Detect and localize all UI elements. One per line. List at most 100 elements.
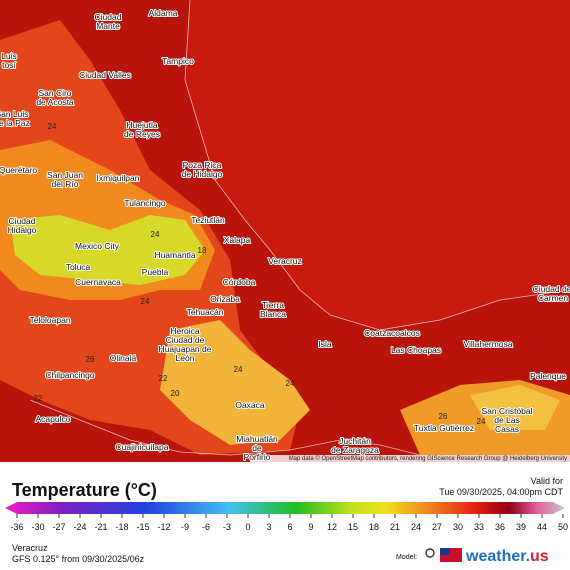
tick-label: -9 bbox=[181, 522, 189, 532]
city-label: Querétaro bbox=[0, 165, 37, 175]
tick-label: -27 bbox=[52, 522, 65, 532]
city-label: Porfirio bbox=[244, 452, 271, 462]
city-label: de Reyes bbox=[124, 129, 160, 139]
city-label: Heroica bbox=[170, 326, 200, 336]
city-label: Tuxtla Gutiérrez bbox=[414, 423, 474, 433]
city-label: Tierra bbox=[262, 300, 284, 310]
model-label: Model: bbox=[396, 554, 417, 561]
tick-label: -36 bbox=[10, 522, 23, 532]
city-label: Casas bbox=[495, 424, 519, 434]
city-label: Isla bbox=[318, 339, 332, 349]
city-label: Huejutla bbox=[126, 120, 157, 130]
city-label: Mante bbox=[96, 21, 120, 31]
contour-label: 22 bbox=[159, 374, 168, 383]
city-label: de Hidalgo bbox=[182, 169, 223, 179]
attribution: Map data © OpenStreetMap contributors, r… bbox=[289, 455, 567, 462]
city-label: Tampico bbox=[162, 56, 194, 66]
coastline bbox=[184, 0, 570, 331]
city-label: Orizaba bbox=[210, 294, 240, 304]
tick-label: 12 bbox=[327, 522, 337, 532]
city-label: Xalapa bbox=[224, 235, 251, 245]
contour-label: 24 bbox=[141, 297, 150, 306]
tick-label: 33 bbox=[474, 522, 484, 532]
city-label: de Zaragoza bbox=[331, 445, 379, 455]
tick-label: 21 bbox=[390, 522, 400, 532]
city-label: Ciudad bbox=[95, 12, 122, 22]
contour-label: 24 bbox=[151, 230, 160, 239]
tick-label: 24 bbox=[411, 522, 421, 532]
tick-label: -12 bbox=[157, 522, 170, 532]
attribution-bg bbox=[250, 455, 570, 462]
city-label: del Río bbox=[52, 179, 79, 189]
city-label: Huamantla bbox=[154, 250, 195, 260]
city-label: Veracruz bbox=[268, 256, 302, 266]
tick-label: -21 bbox=[94, 522, 107, 532]
tick-label: 27 bbox=[432, 522, 442, 532]
city-label: San Ciro bbox=[38, 88, 71, 98]
contour-label: 24 bbox=[477, 417, 486, 426]
city-label: Ciudad bbox=[9, 216, 36, 226]
search-icon bbox=[425, 548, 435, 558]
city-label: Teloloapan bbox=[29, 315, 70, 325]
brand-tld: us bbox=[530, 548, 549, 565]
valid-label: Valid for bbox=[531, 476, 563, 486]
city-label: Blanca bbox=[260, 309, 286, 319]
city-label: San Cristóbal bbox=[481, 406, 532, 416]
valid-time: Tue 09/30/2025, 04:00pm CDT bbox=[439, 487, 563, 497]
contour-label: 24 bbox=[286, 379, 295, 388]
tick-label: 18 bbox=[369, 522, 379, 532]
tick-label: 9 bbox=[308, 522, 313, 532]
tick-label: -24 bbox=[73, 522, 86, 532]
city-label: Tulancingo bbox=[124, 198, 166, 208]
city-label: Acapulco bbox=[36, 414, 71, 424]
tick-label: 36 bbox=[495, 522, 505, 532]
city-label: San Luis bbox=[0, 109, 29, 119]
city-label: San Juan bbox=[47, 170, 83, 180]
city-label: León bbox=[176, 353, 195, 363]
tick-label: 50 bbox=[558, 522, 568, 532]
tick-label: -18 bbox=[115, 522, 128, 532]
city-label: Teziutlán bbox=[191, 215, 225, 225]
contour-label: 22 bbox=[34, 394, 43, 403]
city-label: Oaxaca bbox=[235, 400, 265, 410]
tick-label: 3 bbox=[266, 522, 271, 532]
city-label: Huajuapan de bbox=[159, 344, 212, 354]
legend-panel: Temperature (°C) Valid for Tue 09/30/202… bbox=[5, 476, 568, 565]
contour-label: 26 bbox=[439, 412, 448, 421]
city-label: Cuajinicuilapa bbox=[116, 442, 169, 452]
city-label: Juchitán bbox=[339, 436, 371, 446]
tick-label: 39 bbox=[516, 522, 526, 532]
city-label: Aldama bbox=[149, 8, 178, 18]
city-label: Olinalá bbox=[110, 353, 137, 363]
warm-region bbox=[160, 320, 310, 445]
model-run: GFS 0.125° from 09/30/2025/06z bbox=[12, 554, 145, 564]
city-label: Cuernavaca bbox=[75, 277, 121, 287]
city-label: Ciudad de bbox=[166, 335, 205, 345]
city-label: de bbox=[252, 443, 262, 453]
city-label: Ciudad del bbox=[533, 284, 570, 294]
city-label: tosí bbox=[2, 60, 16, 70]
brand[interactable]: weather.us bbox=[465, 548, 549, 565]
tick-label: -30 bbox=[31, 522, 44, 532]
color-scale bbox=[5, 502, 565, 514]
tick-label: -6 bbox=[202, 522, 210, 532]
city-label: Puebla bbox=[142, 267, 169, 277]
tick-label: 44 bbox=[537, 522, 547, 532]
city-label: Villahermosa bbox=[464, 339, 513, 349]
city-label: Tehuacán bbox=[187, 307, 224, 317]
tick-label: 0 bbox=[245, 522, 250, 532]
city-label: Palenque bbox=[530, 371, 566, 381]
city-label: Las Choapas bbox=[391, 345, 441, 355]
city-label: Luis bbox=[1, 51, 17, 61]
contour-label: 18 bbox=[198, 246, 207, 255]
city-label: Ixmiquilpan bbox=[97, 173, 140, 183]
city-label: Chilpancingo bbox=[45, 370, 94, 380]
city-label: Carmen bbox=[538, 293, 569, 303]
location: Veracruz bbox=[12, 543, 48, 553]
city-label: de la Paz bbox=[0, 118, 30, 128]
city-label: Miahuatlán bbox=[236, 434, 278, 444]
city-label: de Las bbox=[494, 415, 520, 425]
city-label: Hidalgo bbox=[8, 225, 37, 235]
